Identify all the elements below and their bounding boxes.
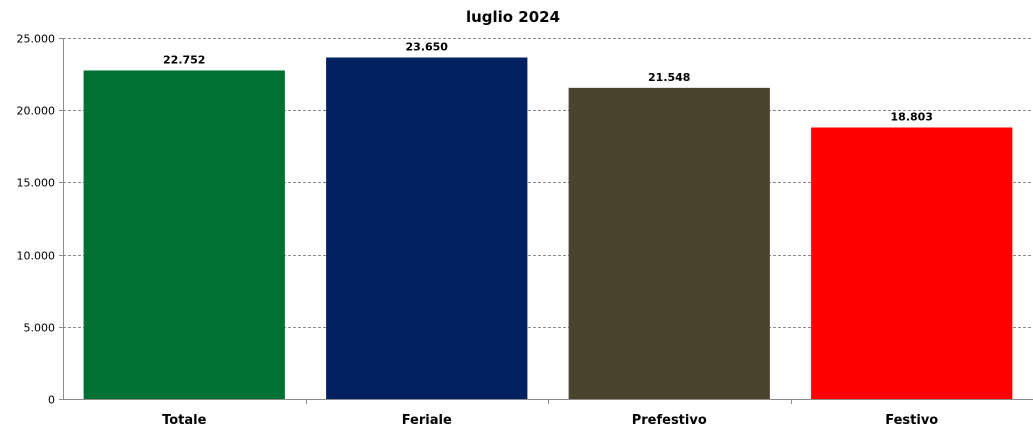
data-labels: 22.752 23.650 21.548 18.803 <box>163 40 933 123</box>
chart-title: luglio 2024 <box>466 8 560 26</box>
x-category-label: Prefestivo <box>632 413 707 428</box>
bar-feriale <box>326 57 528 400</box>
axes <box>59 38 1033 404</box>
y-tick-label: 5.000 <box>24 322 56 335</box>
y-tick-label: 0 <box>48 394 55 407</box>
y-axis-ticks: 0 5.000 10.000 15.000 20.000 25.000 <box>17 33 56 407</box>
x-category-label: Totale <box>162 413 207 428</box>
x-category-label: Festivo <box>885 413 938 428</box>
y-tick-label: 20.000 <box>17 105 56 118</box>
data-label: 23.650 <box>406 40 449 53</box>
bars <box>83 57 1013 400</box>
y-tick-label: 10.000 <box>17 250 56 263</box>
data-label: 21.548 <box>648 71 690 84</box>
x-category-label: Feriale <box>402 413 452 428</box>
y-tick-label: 15.000 <box>17 177 56 190</box>
bar-festivo <box>811 127 1013 399</box>
bar-totale <box>83 70 285 399</box>
data-label: 22.752 <box>163 53 205 66</box>
y-tick-label: 25.000 <box>17 33 56 46</box>
data-label: 18.803 <box>891 110 933 123</box>
x-axis-labels: Totale Feriale Prefestivo Festivo <box>162 413 938 428</box>
bar-prefestivo <box>568 87 770 400</box>
